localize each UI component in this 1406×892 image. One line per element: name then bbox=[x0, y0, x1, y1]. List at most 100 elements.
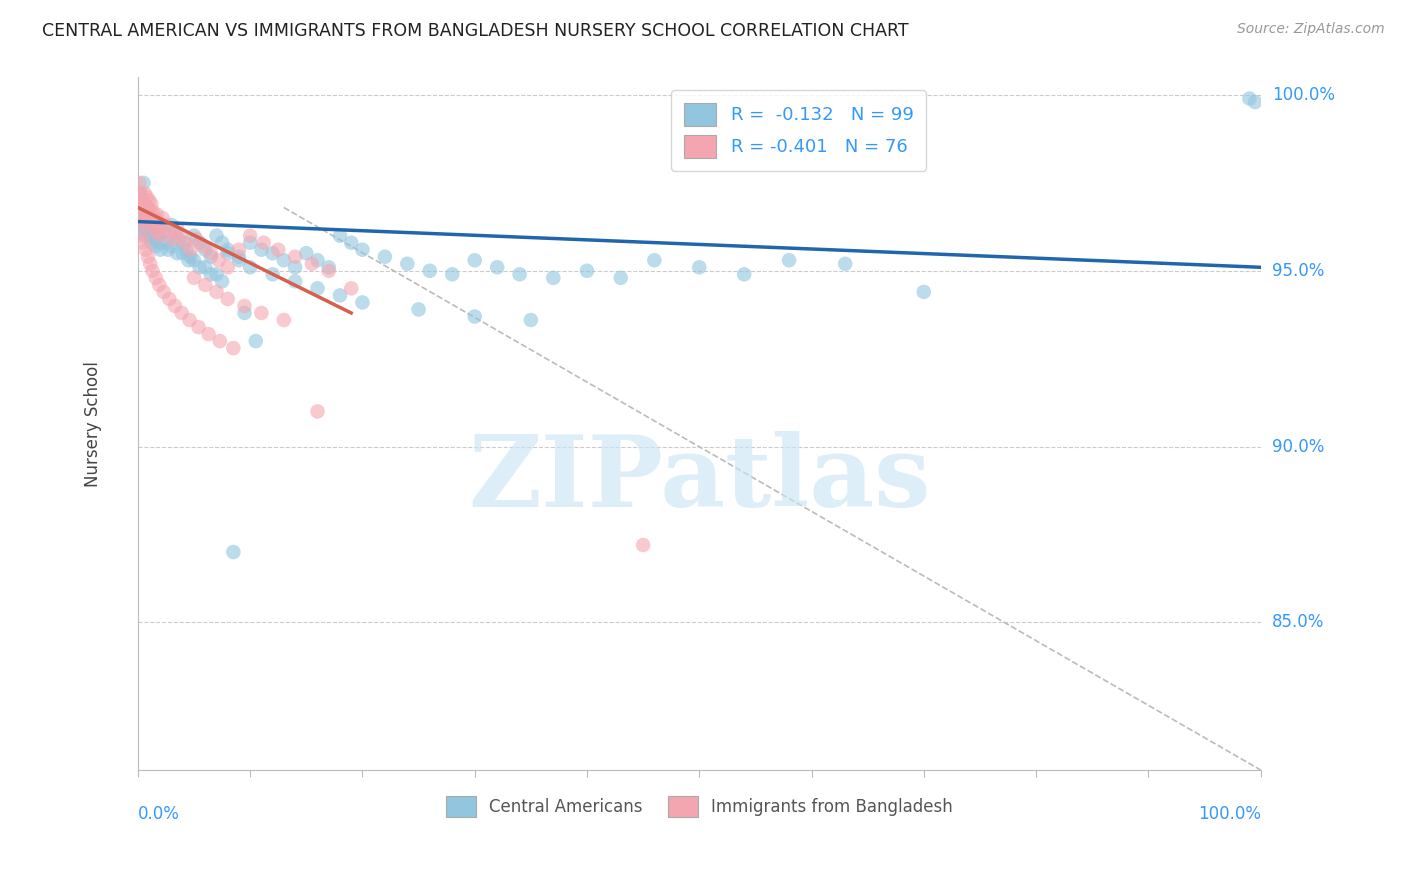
Point bbox=[217, 243, 239, 257]
Point bbox=[778, 253, 800, 268]
Point bbox=[149, 243, 172, 257]
Point bbox=[228, 253, 250, 268]
Point bbox=[135, 201, 157, 215]
Point bbox=[135, 211, 157, 225]
Point bbox=[188, 260, 211, 275]
Point bbox=[129, 201, 152, 215]
Point bbox=[139, 257, 162, 271]
Point bbox=[239, 260, 262, 275]
Point bbox=[233, 306, 256, 320]
Point bbox=[222, 545, 245, 559]
Point bbox=[163, 299, 186, 313]
Text: 100.0%: 100.0% bbox=[1198, 805, 1261, 822]
Point bbox=[396, 257, 419, 271]
Point bbox=[146, 208, 169, 222]
Point bbox=[187, 320, 209, 334]
Point bbox=[301, 257, 323, 271]
Point bbox=[148, 277, 170, 292]
Point bbox=[253, 235, 276, 250]
Point bbox=[131, 214, 153, 228]
Point bbox=[250, 306, 273, 320]
Point bbox=[200, 246, 222, 260]
Point bbox=[135, 221, 157, 235]
Point bbox=[134, 186, 156, 201]
Point bbox=[170, 306, 193, 320]
Text: CENTRAL AMERICAN VS IMMIGRANTS FROM BANGLADESH NURSERY SCHOOL CORRELATION CHART: CENTRAL AMERICAN VS IMMIGRANTS FROM BANG… bbox=[42, 22, 908, 40]
Point bbox=[643, 253, 665, 268]
Point bbox=[138, 204, 160, 219]
Text: 85.0%: 85.0% bbox=[1272, 614, 1324, 632]
Point bbox=[148, 221, 170, 235]
Point bbox=[174, 235, 197, 250]
Point bbox=[688, 260, 710, 275]
Point bbox=[145, 225, 167, 239]
Point bbox=[141, 264, 163, 278]
Point bbox=[307, 281, 329, 295]
Point bbox=[141, 197, 163, 211]
Point bbox=[352, 243, 374, 257]
Text: 95.0%: 95.0% bbox=[1272, 261, 1324, 280]
Point bbox=[273, 313, 295, 327]
Point bbox=[239, 235, 262, 250]
Point bbox=[217, 246, 239, 260]
Point bbox=[609, 270, 631, 285]
Point bbox=[200, 268, 222, 282]
Text: Source: ZipAtlas.com: Source: ZipAtlas.com bbox=[1237, 22, 1385, 37]
Point bbox=[152, 285, 174, 299]
Point bbox=[131, 208, 153, 222]
Point bbox=[174, 243, 197, 257]
Point bbox=[284, 274, 307, 288]
Point bbox=[1239, 91, 1261, 105]
Point bbox=[132, 235, 155, 250]
Point bbox=[169, 228, 191, 243]
Point bbox=[228, 250, 250, 264]
Text: 100.0%: 100.0% bbox=[1272, 86, 1334, 104]
Point bbox=[157, 292, 180, 306]
Point bbox=[1244, 95, 1267, 109]
Point bbox=[180, 243, 202, 257]
Point bbox=[205, 228, 228, 243]
Point bbox=[157, 225, 180, 239]
Point bbox=[166, 221, 188, 235]
Point bbox=[262, 268, 284, 282]
Point bbox=[146, 228, 169, 243]
Point bbox=[132, 214, 155, 228]
Point bbox=[136, 218, 159, 232]
Point bbox=[132, 225, 155, 239]
Point bbox=[143, 218, 166, 232]
Point bbox=[217, 292, 239, 306]
Point bbox=[509, 268, 531, 282]
Point bbox=[183, 228, 205, 243]
Text: 90.0%: 90.0% bbox=[1272, 438, 1324, 456]
Point bbox=[239, 228, 262, 243]
Point bbox=[139, 221, 162, 235]
Point bbox=[135, 204, 157, 219]
Legend: Central Americans, Immigrants from Bangladesh: Central Americans, Immigrants from Bangl… bbox=[439, 789, 959, 824]
Point bbox=[172, 235, 194, 250]
Text: Nursery School: Nursery School bbox=[84, 360, 103, 487]
Point bbox=[139, 211, 162, 225]
Point bbox=[172, 246, 194, 260]
Point bbox=[912, 285, 935, 299]
Point bbox=[136, 218, 159, 232]
Point bbox=[129, 208, 152, 222]
Point bbox=[733, 268, 755, 282]
Point bbox=[284, 250, 307, 264]
Point bbox=[167, 232, 190, 246]
Point bbox=[194, 277, 217, 292]
Point bbox=[262, 246, 284, 260]
Point bbox=[180, 250, 202, 264]
Point bbox=[329, 228, 352, 243]
Point bbox=[520, 313, 543, 327]
Point bbox=[129, 218, 152, 232]
Point bbox=[575, 264, 598, 278]
Point bbox=[352, 295, 374, 310]
Point bbox=[834, 257, 856, 271]
Point bbox=[191, 239, 214, 253]
Point bbox=[134, 211, 156, 225]
Point bbox=[131, 197, 153, 211]
Point bbox=[152, 225, 174, 239]
Point bbox=[155, 235, 177, 250]
Point bbox=[208, 334, 231, 348]
Point bbox=[135, 190, 157, 204]
